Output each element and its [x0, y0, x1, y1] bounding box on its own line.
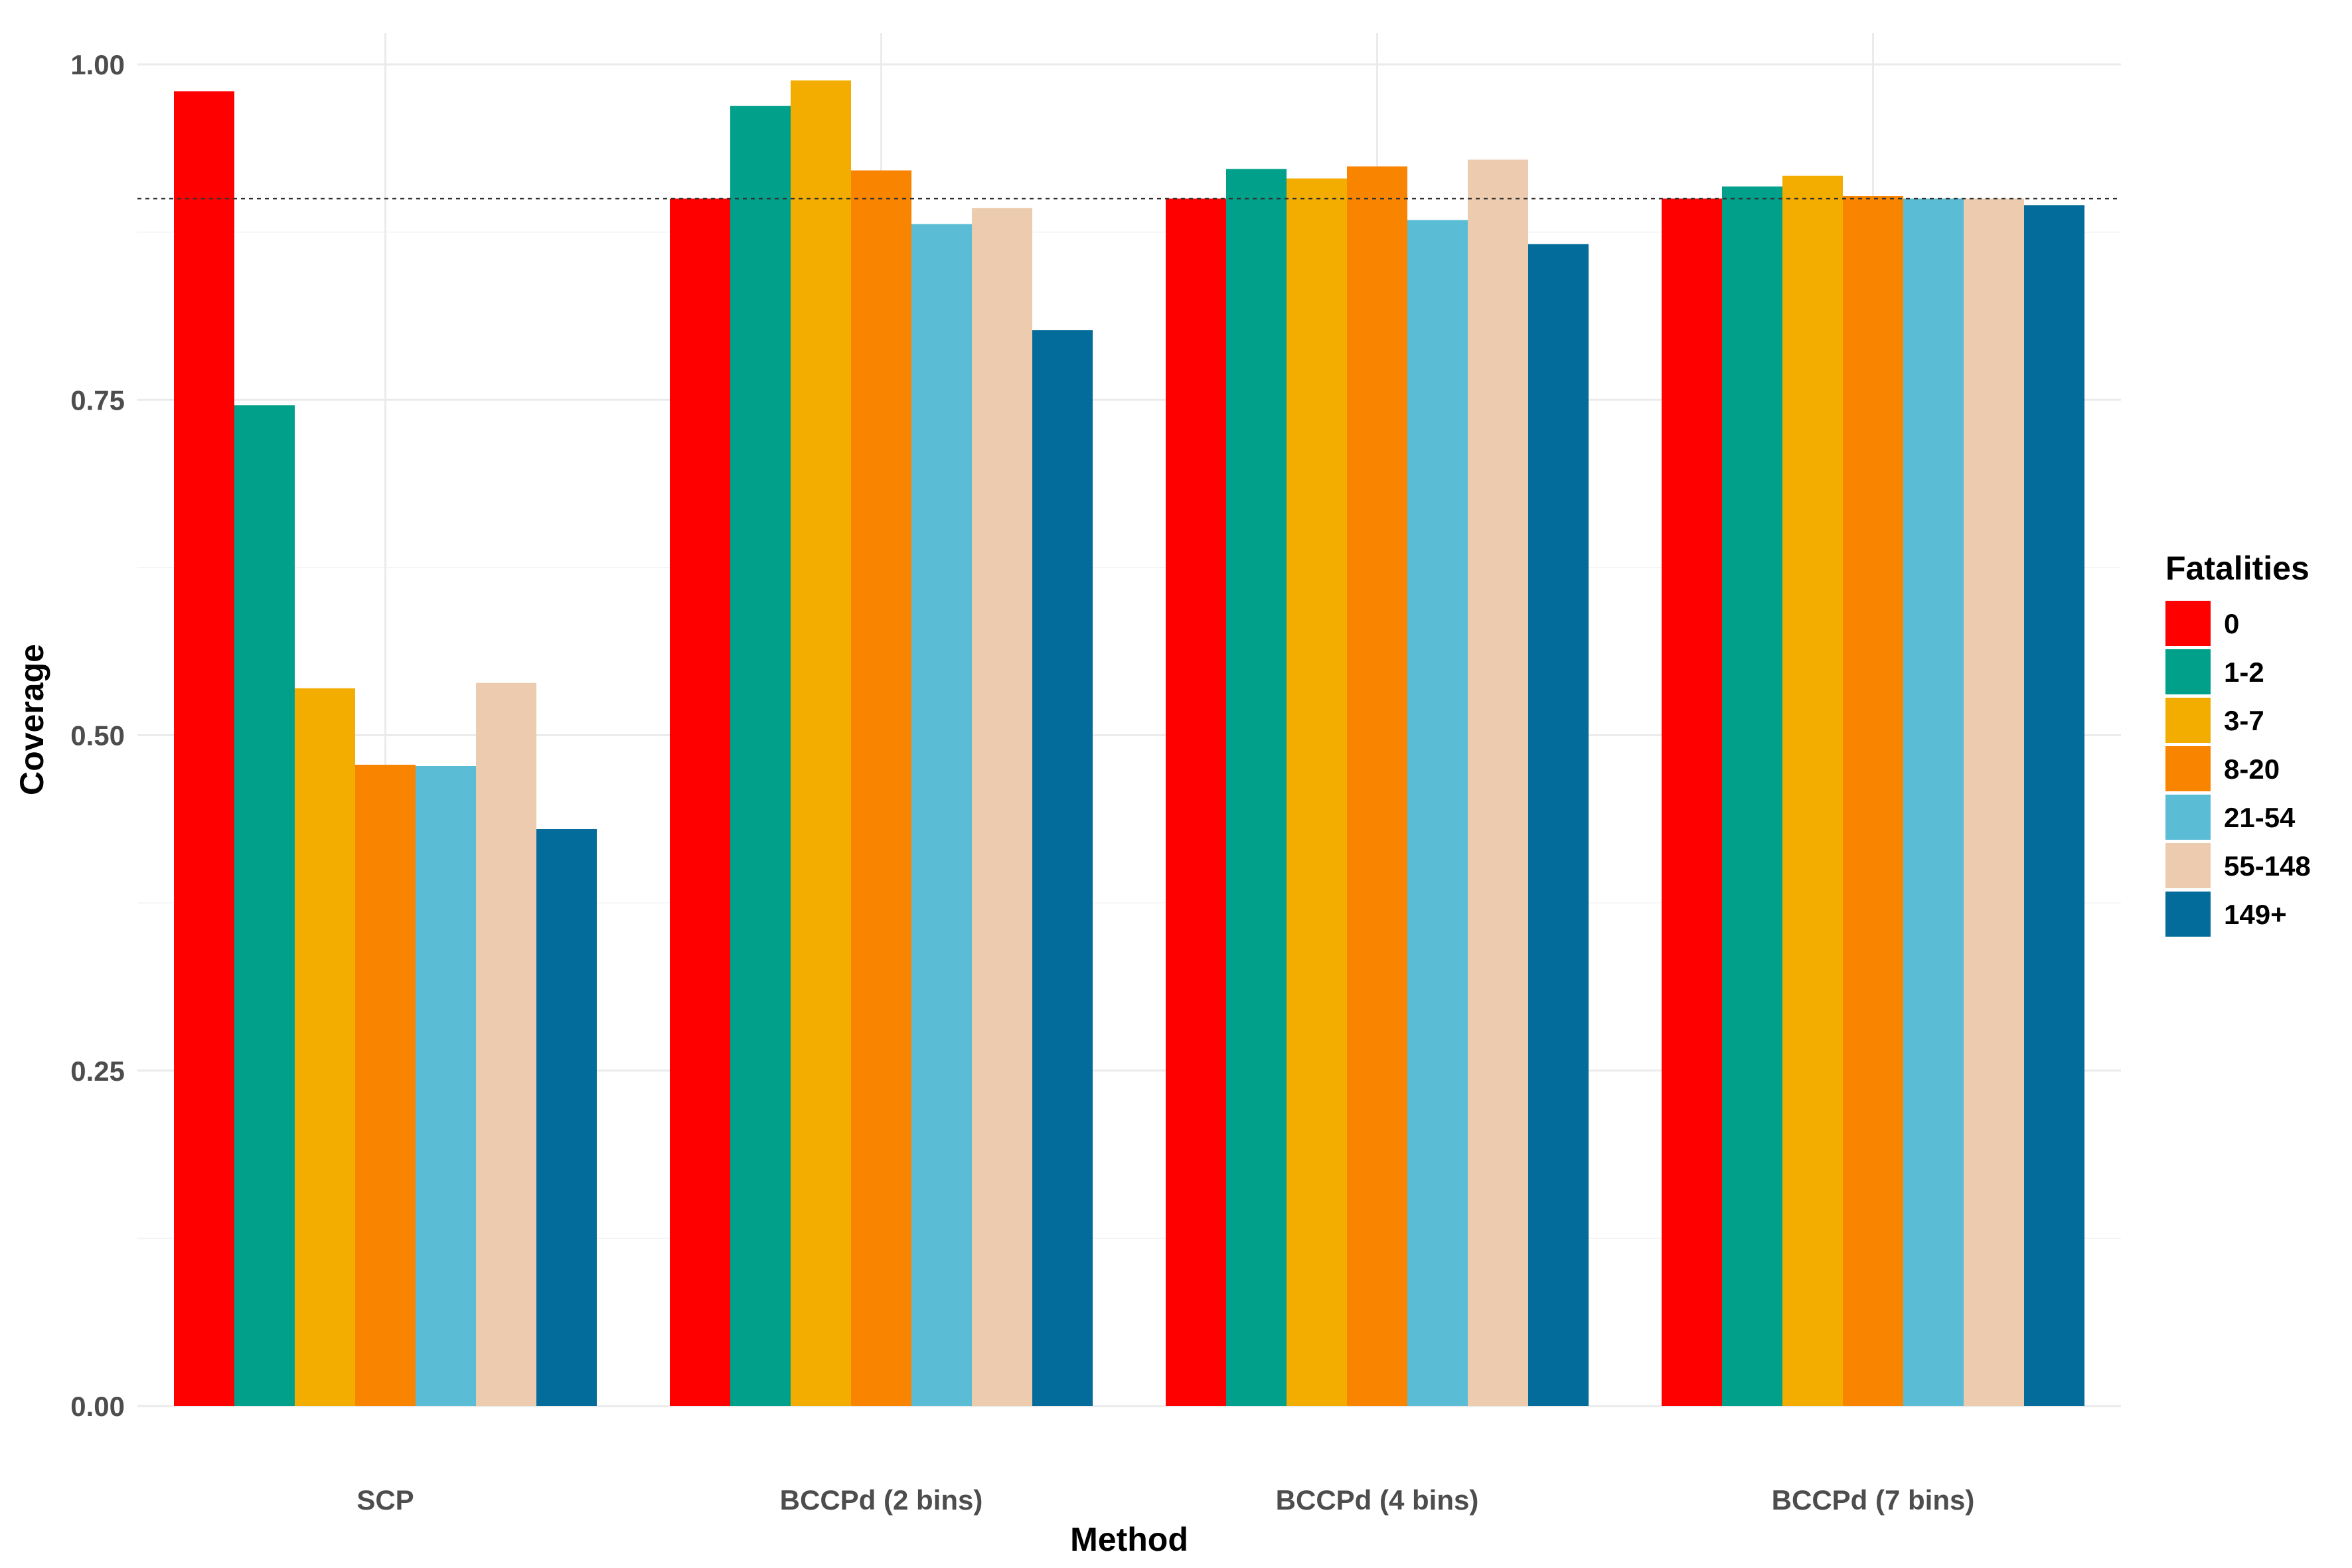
bar-0-0 [174, 91, 234, 1406]
bars [174, 80, 2084, 1407]
bar-3-7-0 [295, 688, 355, 1406]
x-tick-label: SCP [356, 1484, 414, 1516]
bar-55-148-2 [1468, 159, 1528, 1407]
x-axis-title: Method [1070, 1521, 1188, 1558]
bar-0-2 [1166, 198, 1226, 1407]
legend-label-8-20: 8-20 [2224, 753, 2280, 785]
x-axis: SCP BCCPd (2 bins) BCCPd (4 bins) BCCPd (7 … [356, 1484, 1974, 1516]
y-tick-label: 0.75 [70, 384, 125, 416]
legend-key-55-148 [2165, 843, 2211, 888]
bar-21-54-3 [1903, 198, 1964, 1407]
legend-label-149+: 149+ [2224, 899, 2287, 930]
bar-8-20-1 [851, 170, 911, 1407]
bar-1-2-3 [1722, 186, 1782, 1406]
legend-label-21-54: 21-54 [2224, 802, 2296, 833]
bar-149+-2 [1528, 244, 1589, 1407]
y-tick-label: 0.00 [70, 1391, 125, 1422]
bar-3-7-2 [1287, 178, 1347, 1406]
y-axis-title: Coverage [13, 644, 50, 795]
bar-8-20-3 [1843, 196, 1903, 1407]
legend-key-8-20 [2165, 746, 2211, 791]
bar-8-20-0 [355, 764, 416, 1406]
bar-3-7-1 [791, 80, 851, 1407]
legend-label-1-2: 1-2 [2224, 657, 2264, 688]
bar-55-148-1 [972, 208, 1032, 1406]
legend-label-0: 0 [2224, 608, 2239, 639]
bar-8-20-2 [1347, 166, 1407, 1407]
bar-3-7-3 [1782, 175, 1843, 1406]
bar-1-2-0 [234, 405, 295, 1406]
bar-1-2-2 [1226, 169, 1287, 1407]
bar-1-2-1 [730, 106, 791, 1406]
legend-label-3-7: 3-7 [2224, 705, 2264, 736]
x-tick-label: BCCPd (7 bins) [1772, 1484, 1975, 1516]
legend-key-21-54 [2165, 795, 2211, 840]
y-tick-label: 0.25 [70, 1056, 125, 1087]
legend: 0 1-2 3-7 8-20 21-54 55-148 149+ [2165, 601, 2311, 937]
y-tick-label: 0.50 [70, 720, 125, 751]
legend-key-149+ [2165, 892, 2211, 937]
legend-label-55-148: 55-148 [2224, 850, 2311, 882]
bar-0-1 [670, 198, 730, 1407]
bar-21-54-1 [911, 224, 972, 1406]
bar-55-148-3 [1964, 198, 2024, 1407]
legend-title: Fatalities [2165, 550, 2310, 587]
x-tick-label: BCCPd (2 bins) [780, 1484, 983, 1516]
bar-21-54-0 [416, 765, 476, 1406]
bar-149+-1 [1032, 330, 1093, 1407]
y-tick-label: 1.00 [70, 49, 125, 80]
legend-key-1-2 [2165, 649, 2211, 694]
legend-key-3-7 [2165, 698, 2211, 743]
bar-149+-3 [2024, 205, 2084, 1407]
bar-21-54-2 [1407, 220, 1468, 1406]
x-tick-label: BCCPd (4 bins) [1276, 1484, 1479, 1516]
bar-0-3 [1662, 198, 1722, 1407]
bar-149+-0 [536, 828, 597, 1406]
bar-55-148-0 [476, 682, 536, 1406]
y-axis: 0.00 0.25 0.50 0.75 1.00 [70, 49, 125, 1422]
legend-key-0 [2165, 601, 2211, 646]
